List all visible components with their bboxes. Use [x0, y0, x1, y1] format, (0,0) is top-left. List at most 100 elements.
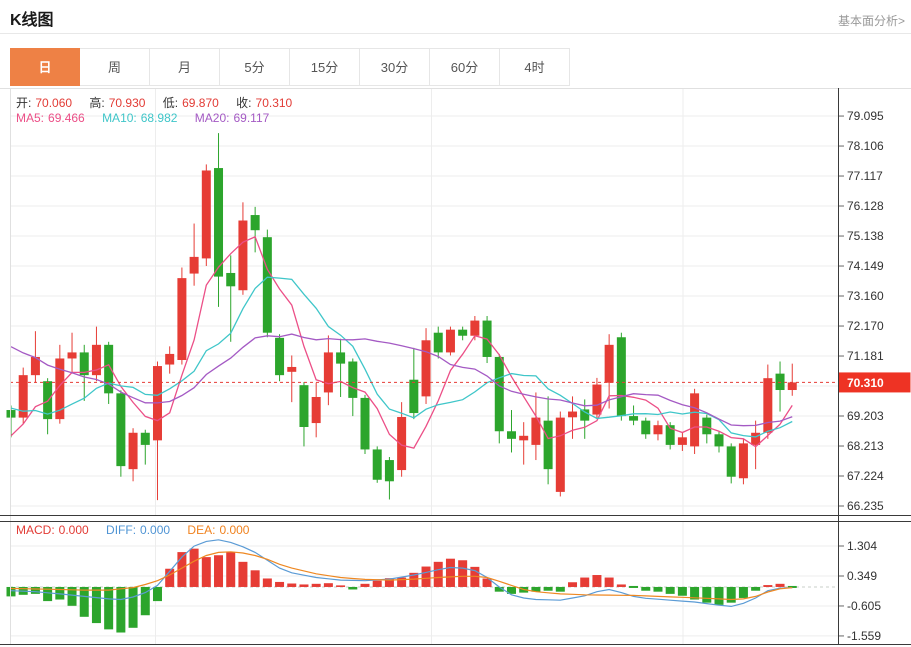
macd-bar [751, 586, 761, 591]
fundamental-analysis-link[interactable]: 基本面分析> [837, 14, 905, 28]
macd-bar [653, 586, 663, 592]
diff-line [10, 539, 793, 608]
candle [91, 326, 101, 382]
price-axis-label: 69.203 [847, 409, 884, 423]
ma5-label: MA5: [16, 111, 45, 125]
candle-body [445, 329, 455, 353]
high-label: 高: [89, 96, 105, 110]
candle-body [555, 417, 565, 492]
candle [506, 410, 516, 453]
macd-bar [445, 558, 455, 587]
ma20-value: 69.117 [233, 111, 270, 125]
macd-bar [30, 586, 40, 594]
kline-chart[interactable]: 79.095 78.106 77.117 76.128 75.138 74.149 73.1… [0, 88, 911, 647]
price-axis-label: 75.138 [847, 229, 884, 243]
candle-body [470, 320, 480, 336]
candle-body [30, 356, 40, 376]
candle [323, 335, 333, 406]
tab-day[interactable]: 日 [10, 48, 80, 86]
candle-body [531, 417, 541, 445]
tab-60min[interactable]: 60分 [430, 48, 500, 86]
candle [726, 443, 736, 484]
ma20-line [10, 333, 793, 427]
macd-bar [116, 586, 126, 633]
candle-body [79, 352, 89, 376]
candle-body [751, 432, 761, 445]
ma-legend: MA5: 69.466 MA10: 68.982 MA20: 69.117 [16, 111, 273, 125]
candle [43, 378, 53, 435]
ma10-line [10, 276, 793, 438]
candle-body [714, 434, 724, 447]
candle-body [616, 337, 626, 417]
macd-bar [287, 583, 297, 587]
candle [690, 388, 700, 454]
tab-4hour[interactable]: 4时 [500, 48, 570, 86]
candle-body [116, 393, 126, 467]
price-axis-label: 77.117 [847, 169, 883, 183]
price-axis-label: 76.128 [847, 199, 884, 213]
candle-body [763, 378, 773, 433]
candle-body [372, 449, 382, 480]
candle-body [397, 416, 407, 471]
candle-body [104, 344, 114, 394]
macd-bar [262, 578, 272, 587]
candle [311, 382, 321, 438]
macd-label: MACD: [16, 523, 55, 537]
candle-body [592, 384, 602, 415]
price-axis-label: 72.170 [847, 319, 884, 333]
macd-bar [629, 585, 639, 588]
candle-body [214, 168, 224, 277]
candle [275, 334, 285, 382]
candle [519, 422, 529, 465]
candle [445, 326, 455, 356]
macd-axis-label: -0.605 [847, 599, 881, 613]
candle [128, 428, 138, 482]
candle-body [336, 352, 346, 364]
tab-5min[interactable]: 5分 [220, 48, 290, 86]
dea-value: 0.000 [219, 523, 250, 537]
candle-body [543, 420, 553, 470]
candle [616, 332, 626, 421]
candle-body [177, 278, 187, 360]
macd-bar [592, 575, 602, 587]
candle [641, 417, 651, 439]
candle-body [140, 432, 150, 445]
ohlc-legend: 开: 70.060 高: 70.930 低: 69.870 收: 70.310 [16, 94, 296, 111]
macd-bar [360, 583, 370, 587]
macd-bar [323, 583, 333, 587]
tab-30min[interactable]: 30分 [360, 48, 430, 86]
candle-body [323, 352, 333, 393]
candle [299, 382, 309, 447]
candle-body [775, 373, 785, 391]
macd-bar [372, 580, 382, 587]
price-axis-label: 73.160 [847, 289, 884, 303]
candle [360, 394, 370, 454]
candle-body [165, 353, 175, 365]
macd-axis-label: -1.559 [847, 629, 881, 643]
chart-canvas[interactable]: 79.095 78.106 77.117 76.128 75.138 74.149 73.1… [0, 88, 911, 647]
high-value: 70.930 [108, 96, 146, 110]
macd-bar [604, 577, 614, 587]
macd-bar [214, 555, 224, 587]
tab-month[interactable]: 月 [150, 48, 220, 86]
candle [751, 420, 761, 470]
candle [543, 396, 553, 485]
candle [140, 429, 150, 465]
low-label: 低: [162, 96, 179, 110]
candle-body [580, 409, 590, 421]
candle [677, 432, 687, 451]
candle-body [226, 272, 236, 287]
macd-axis-label: 0.349 [847, 569, 877, 583]
price-axis-label: 78.106 [847, 139, 884, 153]
candle [238, 202, 248, 295]
macd-bar [55, 586, 65, 600]
candle [250, 206, 260, 253]
tab-15min[interactable]: 15分 [290, 48, 360, 86]
tab-week[interactable]: 周 [80, 48, 150, 86]
candle-body [506, 431, 516, 439]
candle [287, 355, 297, 403]
candle-body [348, 361, 358, 398]
price-axis-label: 68.213 [847, 439, 884, 453]
candle [738, 438, 748, 485]
